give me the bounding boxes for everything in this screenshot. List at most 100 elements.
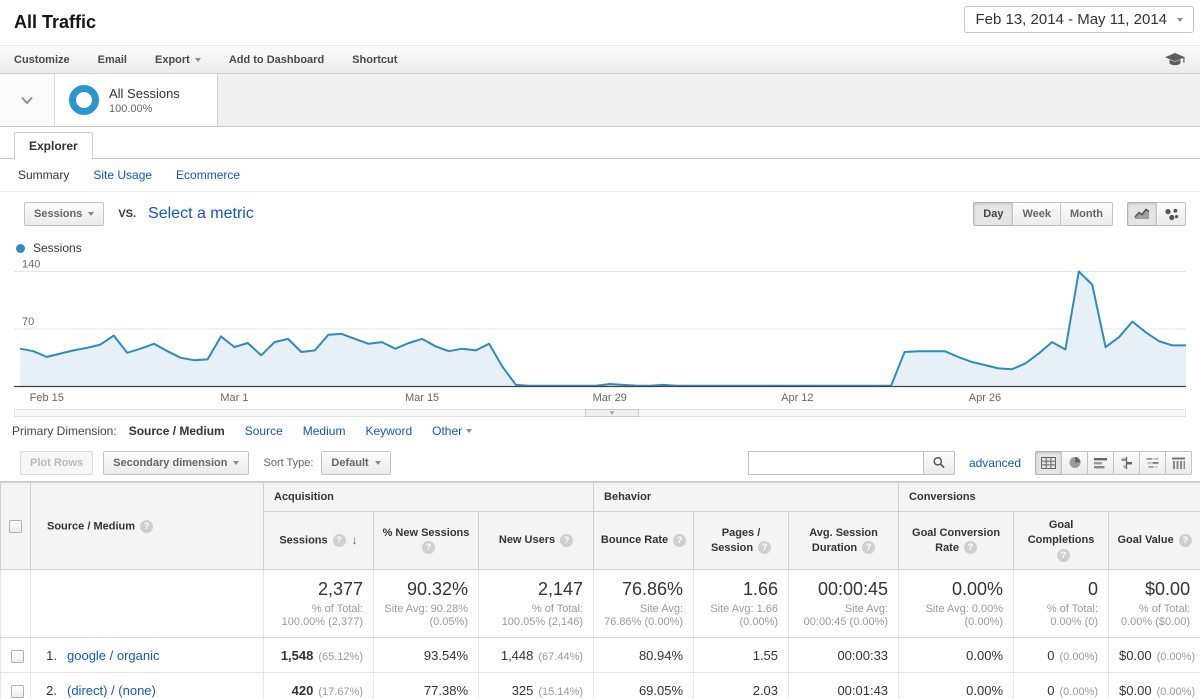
table-row: 2. (direct) / (none) 420 (17.67%) 77.38% 325 (… xyxy=(0,672,1200,699)
line-chart-button[interactable] xyxy=(1127,202,1157,226)
help-icon[interactable]: ? xyxy=(332,533,346,547)
metric-value: 325 xyxy=(511,682,534,698)
table-view-button[interactable] xyxy=(1035,450,1062,475)
comparison-view-button[interactable] xyxy=(1113,450,1140,475)
email-button[interactable]: Email xyxy=(97,53,127,66)
metric-cell: 0.00% xyxy=(898,672,1015,699)
metric-value: $0.00 xyxy=(1119,682,1152,698)
help-icon[interactable]: ? xyxy=(422,541,435,555)
education-cap-icon[interactable] xyxy=(1164,52,1186,67)
source-medium-link[interactable]: (direct) / (none) xyxy=(67,682,156,698)
search-input[interactable] xyxy=(747,450,923,475)
sort-descending-icon[interactable]: ↓ xyxy=(351,532,358,547)
percentage-view-button[interactable] xyxy=(1061,450,1088,475)
term-cloud-view-button[interactable] xyxy=(1139,450,1166,475)
metric-dropdown[interactable]: Sessions xyxy=(24,202,105,226)
metric-cell: 0.00% xyxy=(898,637,1015,673)
series-label: Sessions xyxy=(33,241,82,255)
add-to-dashboard-button[interactable]: Add to Dashboard xyxy=(228,53,325,66)
column-header-sessions[interactable]: Sessions? ↓ xyxy=(263,511,374,570)
summary-subtext: % of Total: 0.00% (0) xyxy=(1046,603,1099,628)
customize-button[interactable]: Customize xyxy=(14,53,70,66)
metric-cell: 69.05% xyxy=(593,672,695,699)
tab-explorer[interactable]: Explorer xyxy=(14,132,93,160)
help-icon[interactable]: ? xyxy=(862,541,876,555)
advanced-search-link[interactable]: advanced xyxy=(968,455,1021,470)
pivot-view-button[interactable] xyxy=(1165,450,1192,475)
summary-subtext: % of Total: 100.00% (2,377) xyxy=(281,603,363,628)
dimension-source-medium[interactable]: Source / Medium xyxy=(128,423,225,438)
subnav-summary[interactable]: Summary xyxy=(18,168,70,182)
page-header: All Traffic Feb 13, 2014 - May 11, 2014 xyxy=(0,0,1200,45)
help-icon[interactable]: ? xyxy=(140,519,154,533)
column-label: Bounce Rate xyxy=(600,534,669,546)
chart-scroll-track[interactable] xyxy=(14,409,1186,417)
column-header-pages-session[interactable]: Pages / Session? xyxy=(693,511,790,570)
column-header-bounce-rate[interactable]: Bounce Rate? xyxy=(593,511,695,570)
view-toggle-group xyxy=(1035,450,1192,475)
metric-percent: (0.00%) xyxy=(1059,650,1099,663)
column-header-new-users[interactable]: New Users? xyxy=(477,511,595,570)
source-medium-link[interactable]: google / organic xyxy=(67,647,160,663)
performance-view-button[interactable] xyxy=(1087,450,1114,475)
granularity-month-button[interactable]: Month xyxy=(1060,202,1113,226)
segment-expand-toggle[interactable] xyxy=(0,74,55,126)
summary-cell: 76.86% Site Avg: 76.86% (0.00%) xyxy=(593,569,695,638)
explorer-subnav: Summary Site Usage Ecommerce xyxy=(0,159,1200,192)
chart-collapse-tab[interactable] xyxy=(585,409,639,417)
summary-subtext: % of Total: 0.00% ($0.00) xyxy=(1120,603,1191,628)
segment-all-sessions[interactable]: All Sessions 100.00% xyxy=(55,74,218,126)
dimension-other-menu[interactable]: Other xyxy=(432,424,473,438)
report-tabs: Explorer xyxy=(0,127,1200,160)
column-header--new-sessions[interactable]: % New Sessions? xyxy=(373,511,479,570)
action-toolbar: Customize Email Export Add to Dashboard … xyxy=(0,45,1200,74)
table-group-header-row: Source / Medium? Acquisition Behavior Conve… xyxy=(0,482,1200,570)
table-column-header-row: Sessions? ↓% New Sessions? New Users? Bounc… xyxy=(1,511,1200,570)
column-header-goal-value[interactable]: Goal Value? xyxy=(1108,511,1200,570)
metric-value: 1,448 xyxy=(500,647,534,663)
select-all-checkbox[interactable] xyxy=(9,519,22,533)
dimension-medium[interactable]: Medium xyxy=(302,423,346,438)
motion-chart-button[interactable] xyxy=(1156,202,1186,226)
row-checkbox[interactable] xyxy=(11,684,24,698)
help-icon[interactable]: ? xyxy=(560,533,574,547)
metric-value: 93.54% xyxy=(423,647,468,663)
percentage-icon xyxy=(1069,457,1080,468)
select-metric-link[interactable]: Select a metric xyxy=(148,205,254,222)
granularity-week-button[interactable]: Week xyxy=(1012,202,1062,226)
granularity-day-button[interactable]: Day xyxy=(973,202,1014,226)
column-label: Pages / Session xyxy=(710,526,761,554)
row-rank: 1. xyxy=(46,647,57,663)
help-icon[interactable]: ? xyxy=(1057,548,1071,562)
x-tick-label: Apr 12 xyxy=(781,392,814,404)
help-icon[interactable]: ? xyxy=(963,541,977,555)
metric-value: 1,548 xyxy=(280,647,314,663)
metric-percent: (0.00%) xyxy=(1156,650,1196,663)
x-tick-label: Feb 15 xyxy=(29,392,64,404)
plot-rows-button[interactable]: Plot Rows xyxy=(20,450,94,475)
subnav-ecommerce[interactable]: Ecommerce xyxy=(176,168,241,182)
row-checkbox[interactable] xyxy=(11,649,24,663)
help-icon[interactable]: ? xyxy=(758,541,772,555)
date-range-selector[interactable]: Feb 13, 2014 - May 11, 2014 xyxy=(964,6,1194,33)
help-icon[interactable]: ? xyxy=(1178,533,1192,547)
summary-cell: 90.32% Site Avg: 90.28% (0.05%) xyxy=(373,569,479,638)
search-button[interactable] xyxy=(922,450,955,475)
shortcut-button[interactable]: Shortcut xyxy=(352,53,398,66)
export-menu-button[interactable]: Export xyxy=(155,54,201,66)
column-header-avg-session-duration[interactable]: Avg. Session Duration? xyxy=(788,511,900,570)
metric-cell: 420 (17.67%) xyxy=(263,672,374,699)
subnav-site-usage[interactable]: Site Usage xyxy=(93,168,153,182)
column-header-goal-conversion-rate[interactable]: Goal Conversion Rate? xyxy=(898,511,1015,570)
sort-type-dropdown[interactable]: Default xyxy=(321,450,391,475)
dimension-column-header[interactable]: Source / Medium? xyxy=(30,482,264,570)
metric-value: 00:00:33 xyxy=(837,647,889,663)
dimension-keyword[interactable]: Keyword xyxy=(365,423,413,438)
date-range-value: Feb 13, 2014 - May 11, 2014 xyxy=(975,11,1167,28)
dimension-source[interactable]: Source xyxy=(244,423,283,438)
column-header-goal-completions[interactable]: Goal Completions? xyxy=(1013,511,1110,570)
svg-text:140: 140 xyxy=(22,260,40,271)
chevron-down-icon xyxy=(233,460,240,465)
help-icon[interactable]: ? xyxy=(673,533,687,547)
secondary-dimension-dropdown[interactable]: Secondary dimension xyxy=(103,450,250,475)
